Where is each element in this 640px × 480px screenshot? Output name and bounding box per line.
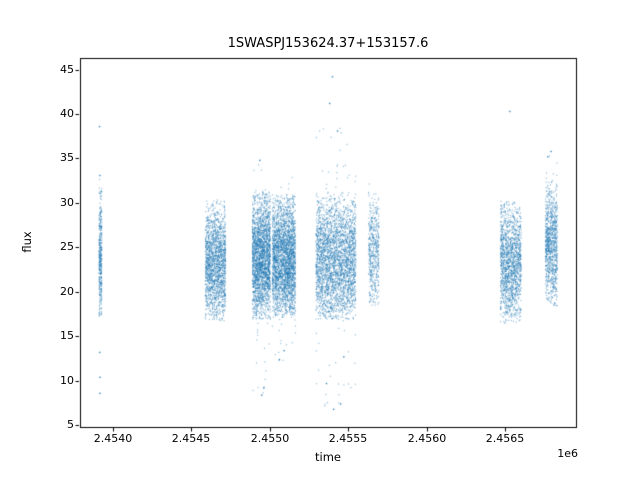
y-tick-label: 30 — [60, 196, 74, 209]
y-tick-label: 25 — [60, 240, 74, 253]
x-tick-label: 2.4550 — [250, 432, 290, 445]
y-tick-label: 15 — [60, 329, 74, 342]
x-tick-label: 2.4545 — [171, 432, 211, 445]
x-axis-label: time — [315, 450, 341, 464]
y-tick-label: 40 — [60, 107, 74, 120]
y-axis-label: flux — [20, 231, 34, 253]
y-tick-label: 35 — [60, 151, 74, 164]
y-tick-label: 45 — [60, 63, 74, 76]
x-tick-label: 2.4540 — [93, 432, 133, 445]
x-tick-label: 2.4555 — [328, 432, 368, 445]
x-tick-label: 2.4565 — [485, 432, 525, 445]
x-axis-offset-label: 1e6 — [557, 447, 578, 460]
x-tick-label: 2.4560 — [407, 432, 447, 445]
y-tick-label: 5 — [67, 418, 74, 431]
y-tick-label: 10 — [60, 374, 74, 387]
chart-title: 1SWASPJ153624.37+153157.6 — [227, 36, 429, 51]
y-tick-label: 20 — [60, 285, 74, 298]
